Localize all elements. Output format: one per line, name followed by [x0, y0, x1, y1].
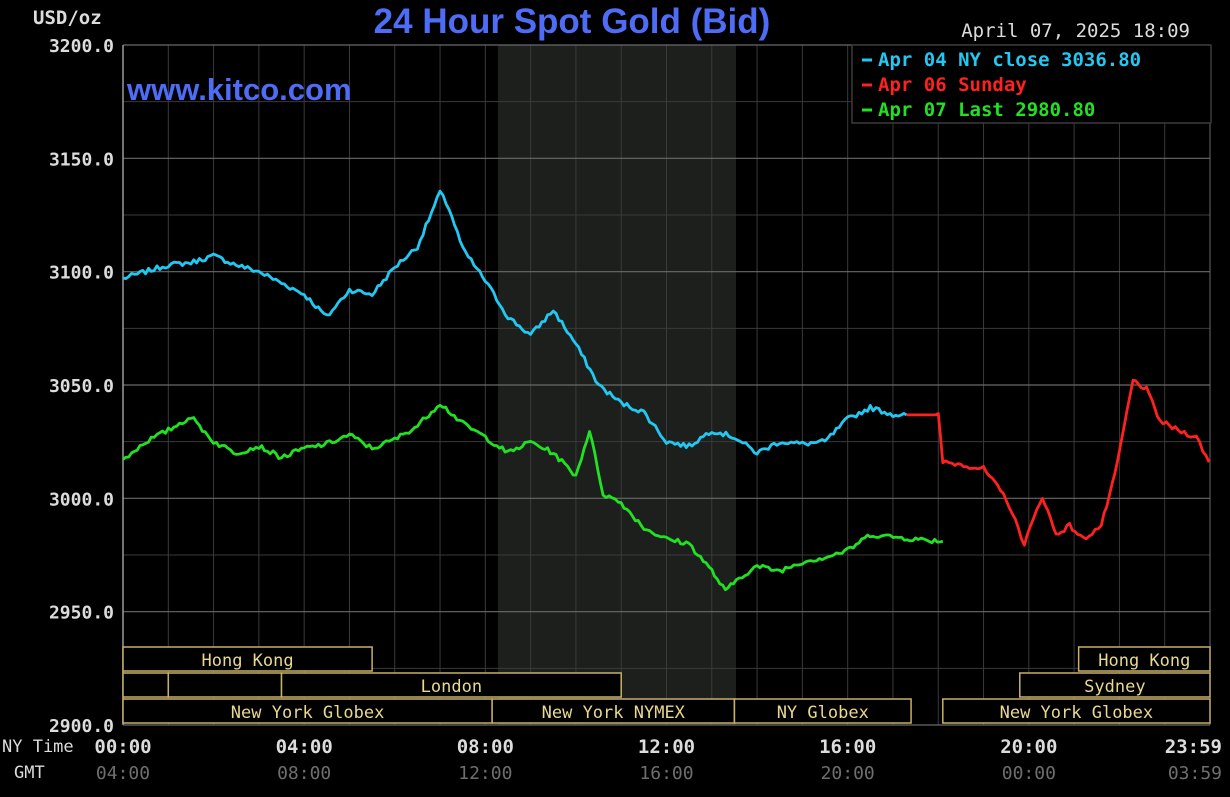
unit-label: USD/oz [33, 7, 102, 29]
legend-entry: Apr 04 NY close 3036.80 [878, 49, 1141, 71]
x-tick-label-gmt: 00:00 [1002, 763, 1056, 784]
session-bar [167, 672, 283, 698]
x-row-label-gmt: GMT [14, 763, 45, 783]
legend-entry: Apr 06 Sunday [878, 74, 1027, 96]
x-tick-label-ny: 20:00 [1000, 736, 1057, 758]
y-tick-label: 3050.0 [49, 376, 114, 397]
x-row-label-ny: NY Time [2, 737, 74, 757]
session-bar [942, 698, 1211, 724]
series-line-0 [122, 189, 908, 456]
session-label: New York NYMEX [542, 703, 686, 723]
legend-entry: Apr 07 Last 2980.80 [878, 99, 1095, 121]
x-tick-label-gmt: 12:00 [458, 763, 512, 784]
legend-box [851, 44, 1212, 124]
x-tick-label-ny: 08:00 [457, 736, 514, 758]
legend: Apr 04 NY close 3036.80 Apr 06 Sunday Apr … [862, 49, 1141, 121]
x-tick-label-ny: 16:00 [819, 736, 876, 758]
session-bar [280, 672, 622, 698]
y-tick-label: 2950.0 [49, 603, 114, 624]
y-tick-label: 3200.0 [49, 36, 114, 57]
watermark: www.kitco.com [126, 72, 352, 107]
session-bar [733, 698, 912, 724]
session-bar [1019, 672, 1211, 698]
session-label: Hong Kong [201, 651, 293, 671]
x-tick-label-ny: 00:00 [94, 736, 151, 758]
chart-title: 24 Hour Spot Gold (Bid) [374, 2, 771, 41]
session-label: NY Globex [777, 703, 869, 723]
session-bar [122, 646, 373, 672]
x-tick-label-ny: 12:00 [638, 736, 695, 758]
y-tick-label: 3150.0 [49, 149, 114, 170]
series-line-1 [906, 378, 1211, 547]
session-bar [491, 698, 736, 724]
series-line-2 [122, 403, 944, 592]
session-bar [122, 672, 170, 698]
x-tick-label-gmt: 20:00 [821, 763, 875, 784]
price-lines [122, 189, 1211, 592]
y-tick-label: 3100.0 [49, 263, 114, 284]
timestamp: April 07, 2025 18:09 [961, 20, 1190, 42]
session-label: Sydney [1084, 677, 1145, 697]
x-tick-label-ny: 04:00 [276, 736, 333, 758]
session-label: New York Globex [1000, 703, 1154, 723]
x-tick-label-gmt: 04:00 [96, 763, 150, 784]
grid [122, 44, 1211, 726]
y-tick-label: 3000.0 [49, 489, 114, 510]
session-label: New York Globex [231, 703, 385, 723]
session-label: Hong Kong [1098, 651, 1190, 671]
axis-ticks: 3200.0 3150.0 3100.0 3050.0 3000.0 2950.0 2900… [49, 36, 1222, 784]
x-tick-label-gmt: 08:00 [277, 763, 331, 784]
x-tick-label-gmt: 16:00 [639, 763, 693, 784]
market-sessions: Hong Kong London New York Globex New York N… [122, 646, 1211, 724]
session-label: London [421, 677, 482, 697]
y-tick-label: 2900.0 [49, 716, 114, 737]
x-tick-label-gmt: 03:59 [1168, 763, 1222, 784]
x-tick-label-ny: 23:59 [1165, 736, 1222, 758]
session-bar [1077, 646, 1211, 672]
